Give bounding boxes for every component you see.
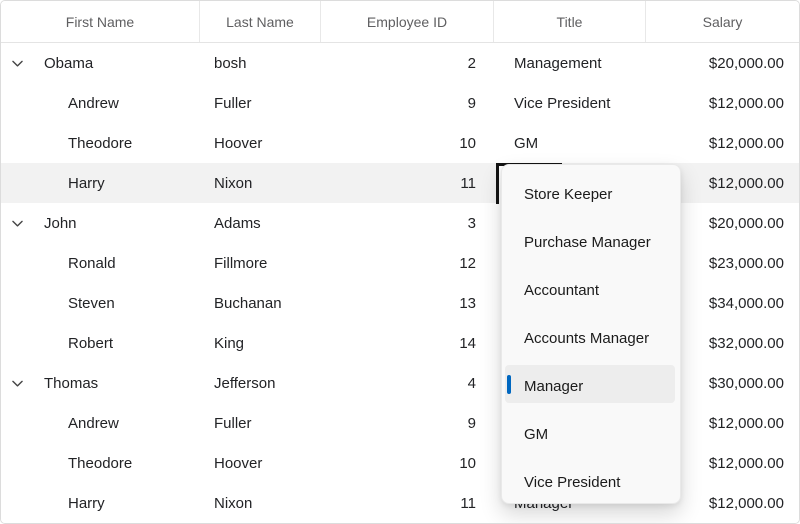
- employee-id-cell: 10: [459, 134, 476, 152]
- first-name-value: Theodore: [68, 134, 133, 152]
- salary-cell: $12,000.00: [708, 414, 784, 432]
- first-name-cell: Andrew: [1, 83, 200, 123]
- first-name-value: Harry: [68, 494, 105, 512]
- last-name-cell: Fillmore: [214, 254, 268, 272]
- dropdown-item-label: Purchase Manager: [524, 233, 651, 251]
- column-header-employee-id[interactable]: Employee ID: [321, 1, 494, 42]
- last-name-cell: Hoover: [214, 454, 263, 472]
- dropdown-item[interactable]: Manager: [502, 362, 680, 410]
- employee-id-cell: 14: [459, 334, 476, 352]
- first-name-cell: Ronald: [1, 243, 200, 283]
- salary-cell: $30,000.00: [708, 374, 784, 392]
- employee-id-cell: 9: [467, 414, 476, 432]
- column-header-title[interactable]: Title: [494, 1, 646, 42]
- first-name-value: Obama: [44, 54, 94, 72]
- first-name-value: Steven: [68, 294, 115, 312]
- dropdown-item[interactable]: Store Keeper: [502, 170, 680, 218]
- first-name-value: Ronald: [68, 254, 116, 272]
- salary-cell: $32,000.00: [708, 334, 784, 352]
- first-name-cell: Steven: [1, 283, 200, 323]
- employee-id-cell: 10: [459, 454, 476, 472]
- first-name-cell: Thomas: [1, 363, 200, 403]
- dropdown-item-label: Accountant: [524, 281, 600, 299]
- column-header-last-name[interactable]: Last Name: [200, 1, 321, 42]
- table-row[interactable]: Theodore Hoover 10 GM $12,000.00: [1, 123, 799, 163]
- salary-cell: $12,000.00: [708, 134, 784, 152]
- column-header-first-name[interactable]: First Name: [1, 1, 200, 42]
- last-name-cell: Fuller: [214, 94, 252, 112]
- first-name-value: Andrew: [68, 94, 119, 112]
- salary-cell: $20,000.00: [708, 214, 784, 232]
- first-name-value: Andrew: [68, 414, 119, 432]
- salary-cell: $12,000.00: [708, 174, 784, 192]
- employee-id-cell: 11: [460, 494, 476, 512]
- first-name-cell: Obama: [1, 43, 200, 83]
- salary-cell: $23,000.00: [708, 254, 784, 272]
- first-name-cell: Harry: [1, 163, 200, 203]
- dropdown-item-label: Manager: [524, 377, 584, 395]
- table-row[interactable]: Andrew Fuller 9 Vice President $12,000.00: [1, 83, 799, 123]
- first-name-cell: John: [1, 203, 200, 243]
- title-dropdown-popup: Store Keeper Purchase Manager Accountant Ac…: [501, 164, 681, 504]
- employee-id-cell: 13: [459, 294, 476, 312]
- last-name-cell: Jefferson: [214, 374, 276, 392]
- employee-id-cell: 11: [460, 174, 476, 192]
- dropdown-item[interactable]: GM: [502, 410, 680, 458]
- first-name-cell: Theodore: [1, 443, 200, 483]
- dropdown-item-label: GM: [524, 425, 549, 443]
- last-name-cell: King: [214, 334, 245, 352]
- first-name-value: Thomas: [44, 374, 99, 392]
- first-name-cell: Theodore: [1, 123, 200, 163]
- salary-cell: $12,000.00: [708, 494, 784, 512]
- grid-header: First Name Last Name Employee ID Title S…: [1, 1, 799, 43]
- first-name-value: Robert: [68, 334, 114, 352]
- salary-cell: $12,000.00: [708, 94, 784, 112]
- last-name-cell: Fuller: [214, 414, 252, 432]
- last-name-cell: Adams: [214, 214, 261, 232]
- employee-id-cell: 2: [467, 54, 476, 72]
- first-name-value: Harry: [68, 174, 105, 192]
- last-name-cell: Hoover: [214, 134, 263, 152]
- last-name-cell: Buchanan: [214, 294, 282, 312]
- table-row[interactable]: Obama bosh 2 Management $20,000.00: [1, 43, 799, 83]
- first-name-value: John: [44, 214, 77, 232]
- first-name-cell: Harry: [1, 483, 200, 523]
- chevron-down-icon[interactable]: [11, 217, 24, 230]
- last-name-cell: Nixon: [214, 174, 253, 192]
- title-cell: Management: [514, 54, 602, 72]
- employee-id-cell: 12: [459, 254, 476, 272]
- title-cell: GM: [514, 134, 539, 152]
- chevron-down-icon[interactable]: [11, 57, 24, 70]
- dropdown-item-highlight: [505, 365, 675, 403]
- salary-cell: $20,000.00: [708, 54, 784, 72]
- dropdown-item[interactable]: Accountant: [502, 266, 680, 314]
- first-name-cell: Robert: [1, 323, 200, 363]
- edit-cell-border-left: [496, 163, 499, 204]
- dropdown-item-label: Accounts Manager: [524, 329, 650, 347]
- last-name-cell: Nixon: [214, 494, 253, 512]
- dropdown-item[interactable]: Purchase Manager: [502, 218, 680, 266]
- employee-id-cell: 4: [467, 374, 476, 392]
- last-name-cell: bosh: [214, 54, 247, 72]
- first-name-cell: Andrew: [1, 403, 200, 443]
- title-cell: Vice President: [514, 94, 611, 112]
- dropdown-item-label: Vice President: [524, 473, 621, 491]
- salary-cell: $12,000.00: [708, 454, 784, 472]
- column-header-salary[interactable]: Salary: [702, 13, 743, 30]
- employee-id-cell: 9: [467, 94, 476, 112]
- employee-id-cell: 3: [467, 214, 476, 232]
- dropdown-item-label: Store Keeper: [524, 185, 613, 203]
- chevron-down-icon[interactable]: [11, 377, 24, 390]
- salary-cell: $34,000.00: [708, 294, 784, 312]
- first-name-value: Theodore: [68, 454, 133, 472]
- dropdown-item[interactable]: Accounts Manager: [502, 314, 680, 362]
- selected-indicator-pill: [507, 375, 511, 394]
- dropdown-item[interactable]: Vice President: [502, 458, 680, 503]
